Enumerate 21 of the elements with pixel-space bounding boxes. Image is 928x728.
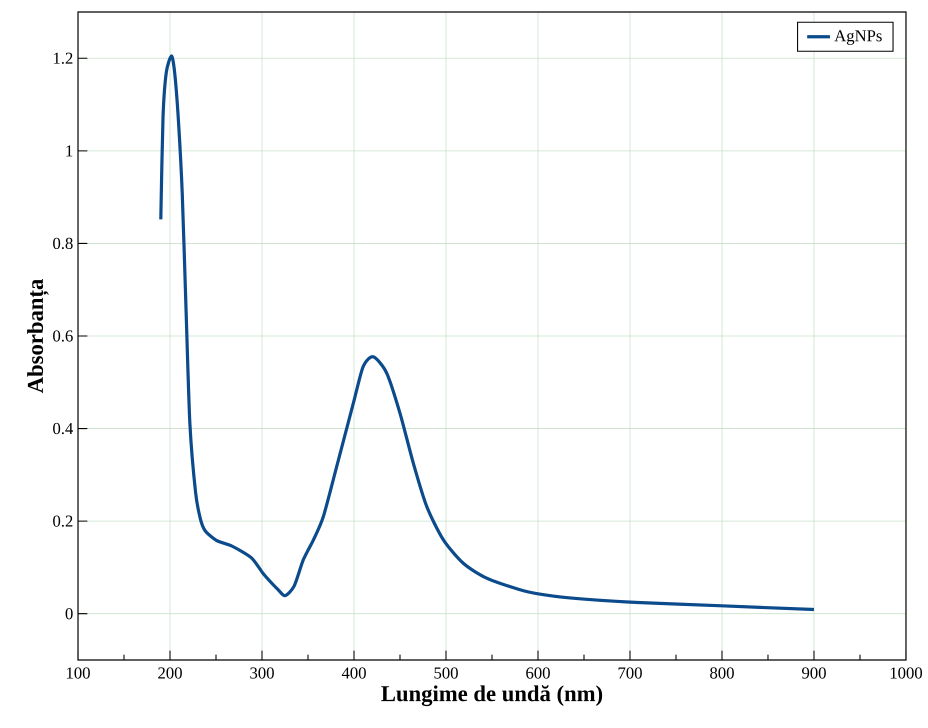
x-tick-label: 900 bbox=[802, 667, 826, 679]
y-tick-label: 0.8 bbox=[53, 238, 73, 250]
y-tick-label: 0 bbox=[66, 608, 73, 620]
x-tick-label: 400 bbox=[342, 667, 366, 679]
x-tick-label: 200 bbox=[158, 667, 182, 679]
y-tick-label: 1 bbox=[66, 145, 72, 156]
x-tick-label: 500 bbox=[434, 667, 458, 679]
y-tick-label: 0.2 bbox=[53, 515, 72, 527]
y-tick-label: 0.4 bbox=[53, 422, 74, 434]
y-tick-label: 1.2 bbox=[54, 52, 72, 64]
x-tick-label: 600 bbox=[526, 667, 550, 679]
x-tick-label: 300 bbox=[250, 667, 274, 679]
x-tick-label: 800 bbox=[710, 667, 734, 679]
y-tick-label: 0.6 bbox=[53, 330, 73, 342]
line-series bbox=[159, 54, 816, 612]
y-axis-title: Absorbanța bbox=[27, 279, 49, 394]
x-tick-label: 100 bbox=[66, 667, 90, 679]
x-axis-title: Lungime de undă (nm) bbox=[381, 685, 602, 706]
x-tick-label: 700 bbox=[618, 667, 642, 679]
legend-label: AgNPs bbox=[834, 30, 882, 45]
x-tick-label: 1000 bbox=[890, 667, 922, 679]
